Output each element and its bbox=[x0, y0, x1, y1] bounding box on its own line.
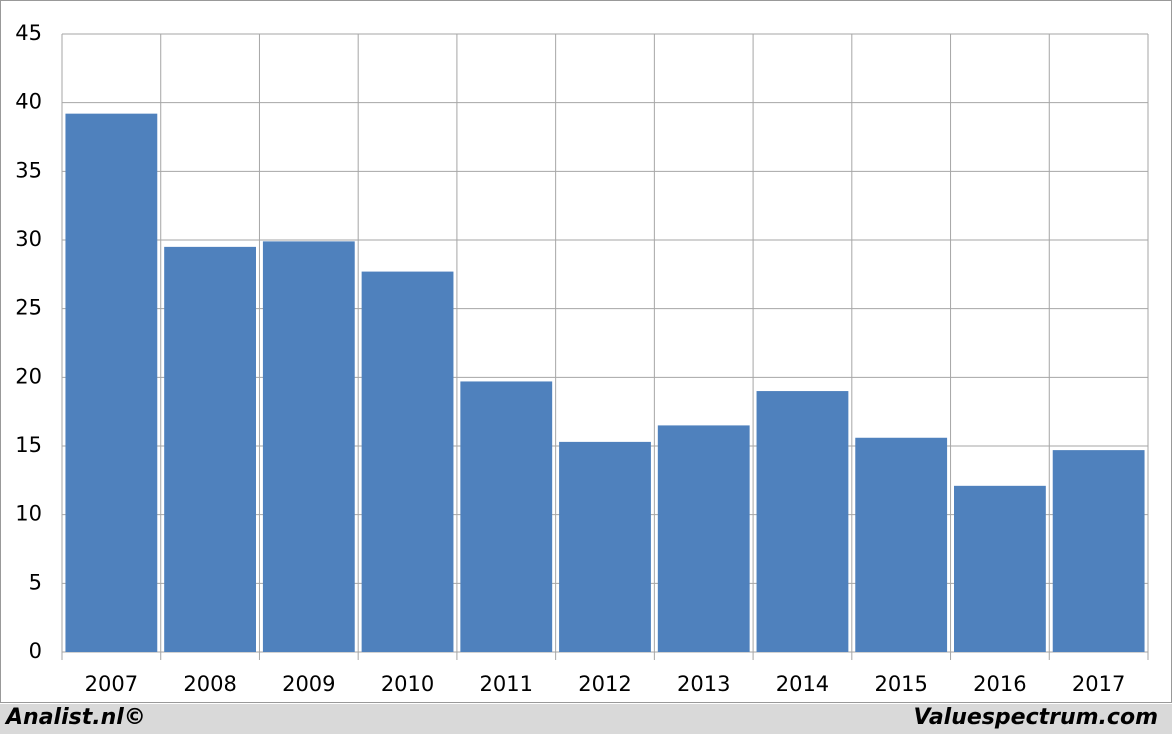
y-tick-label: 15 bbox=[15, 433, 42, 457]
x-tick-label: 2013 bbox=[677, 672, 730, 696]
y-tick-label: 35 bbox=[15, 158, 42, 182]
x-tick-label: 2017 bbox=[1072, 672, 1125, 696]
bar bbox=[657, 425, 750, 652]
y-tick-label: 5 bbox=[29, 570, 42, 594]
x-tick-label: 2015 bbox=[874, 672, 927, 696]
x-tick-label: 2016 bbox=[973, 672, 1026, 696]
y-tick-label: 25 bbox=[15, 296, 42, 320]
bar bbox=[65, 113, 158, 653]
y-tick-label: 45 bbox=[15, 21, 42, 45]
bar bbox=[164, 246, 256, 652]
y-tick-label: 20 bbox=[15, 364, 42, 388]
x-tick-label: 2011 bbox=[480, 672, 533, 696]
footer-bar bbox=[0, 704, 1172, 734]
x-tick-label: 2014 bbox=[776, 672, 829, 696]
x-tick-label: 2007 bbox=[85, 672, 138, 696]
y-tick-label: 40 bbox=[15, 90, 42, 114]
bar bbox=[1052, 450, 1145, 652]
bar bbox=[460, 381, 553, 652]
y-tick-label: 0 bbox=[29, 639, 42, 663]
x-tick-label: 2008 bbox=[183, 672, 236, 696]
footer-right: Valuespectrum.com bbox=[914, 705, 1158, 730]
y-tick-label: 10 bbox=[15, 502, 42, 526]
bar bbox=[855, 437, 948, 652]
footer-left: Analist.nl© bbox=[4, 705, 146, 730]
bar bbox=[262, 241, 355, 652]
bar bbox=[954, 485, 1046, 652]
bar bbox=[559, 441, 651, 652]
bar bbox=[756, 391, 849, 652]
x-tick-label: 2012 bbox=[578, 672, 631, 696]
y-tick-label: 30 bbox=[15, 227, 42, 251]
x-tick-label: 2009 bbox=[282, 672, 335, 696]
x-tick-label: 2010 bbox=[381, 672, 434, 696]
bar bbox=[361, 271, 454, 652]
